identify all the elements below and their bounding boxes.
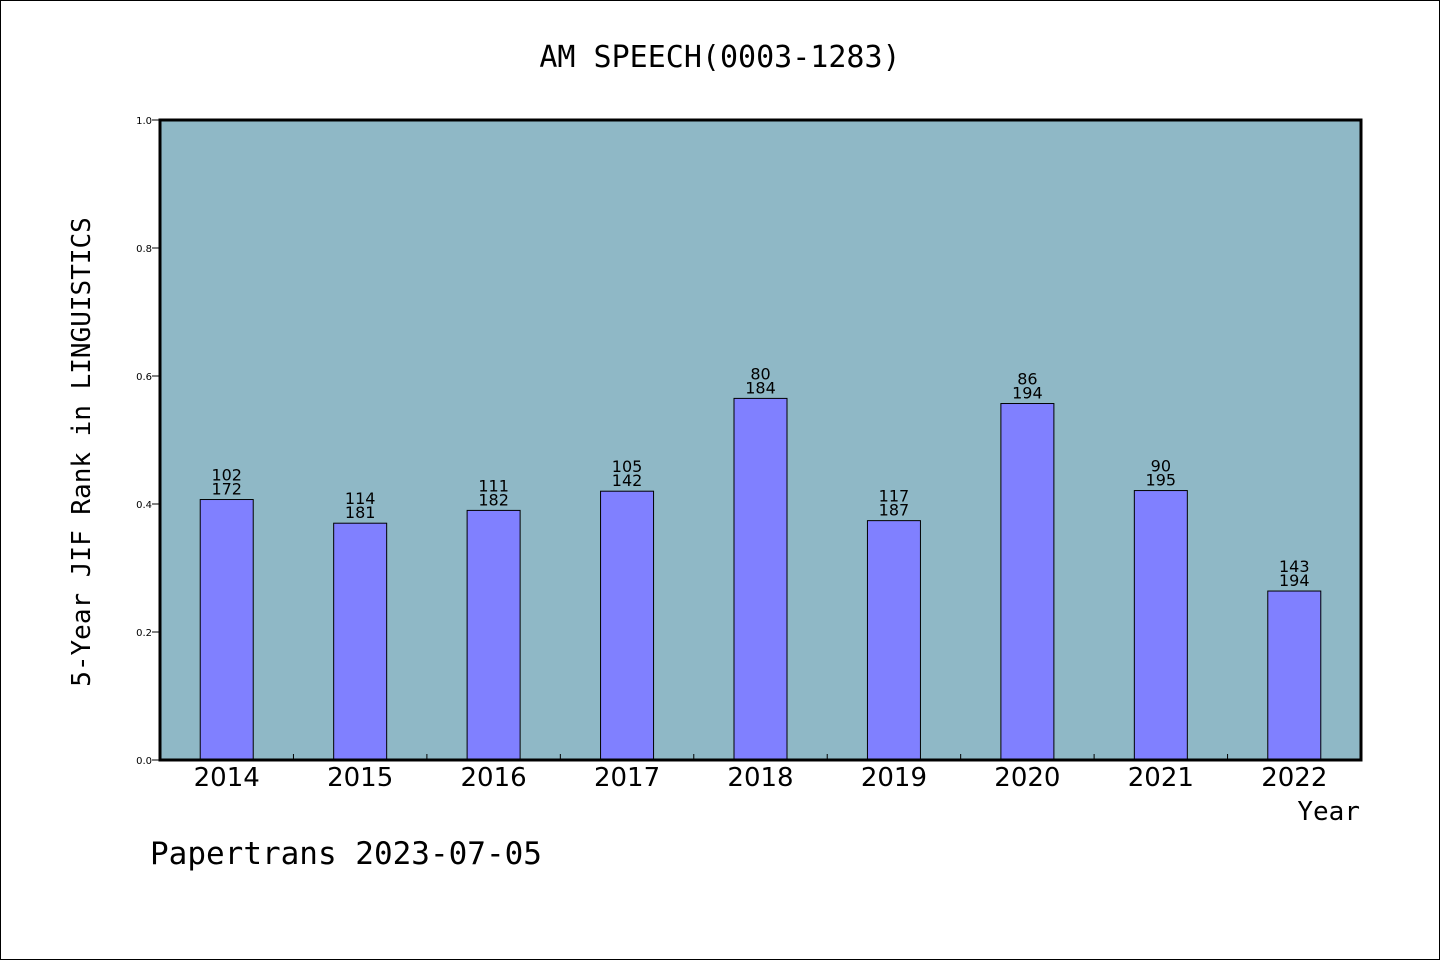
bar-total-label: 194 bbox=[1279, 571, 1310, 590]
bar-total-label: 142 bbox=[612, 471, 643, 490]
bar-rank-label: 102 bbox=[211, 466, 242, 485]
footer-caption: Papertrans 2023-07-05 bbox=[150, 836, 542, 872]
bars bbox=[199, 397, 1322, 761]
bar-total-label: 194 bbox=[1012, 384, 1043, 403]
y-axis-ticks: 0.0 0.2 0.4 0.6 0.8 1.0 bbox=[136, 116, 160, 767]
bar-total-label: 172 bbox=[211, 480, 242, 499]
bar-rank-label: 143 bbox=[1279, 557, 1310, 576]
x-tick-label: 2017 bbox=[594, 763, 660, 793]
x-tick-label: 2022 bbox=[1261, 763, 1327, 793]
bar-total-label: 181 bbox=[345, 503, 376, 522]
chart-title: AM SPEECH(0003-1283) bbox=[539, 40, 900, 75]
bar-rank-label: 117 bbox=[879, 487, 910, 506]
x-tick-label: 2015 bbox=[327, 763, 393, 793]
bar-rank-label: 105 bbox=[612, 457, 643, 476]
x-tick-label: 2018 bbox=[727, 763, 793, 793]
y-tick-label: 0.2 bbox=[136, 628, 152, 639]
bar-rank-label: 90 bbox=[1151, 457, 1171, 476]
bar-total-label: 187 bbox=[879, 501, 910, 520]
y-tick-label: 1.0 bbox=[136, 116, 152, 127]
bar-rank-label: 86 bbox=[1017, 370, 1037, 389]
bar-2022 bbox=[1267, 590, 1322, 761]
y-axis-label: 5-Year JIF Rank in LINGUISTICS bbox=[67, 217, 97, 687]
bar-rank-label: 114 bbox=[345, 489, 376, 508]
bar-total-label: 182 bbox=[478, 490, 509, 509]
x-tick-label: 2014 bbox=[194, 763, 260, 793]
bar-2017 bbox=[600, 490, 655, 761]
x-axis-label: Year bbox=[1297, 797, 1360, 827]
x-tick-label: 2016 bbox=[461, 763, 527, 793]
bar-2018 bbox=[733, 397, 788, 761]
plot-border bbox=[158, 118, 1363, 762]
bar-2020 bbox=[1000, 403, 1055, 761]
bar-total-label: 195 bbox=[1146, 471, 1177, 490]
y-tick-label: 0.0 bbox=[136, 756, 152, 767]
bar-labels: 1021721141811111821051428018411718786194… bbox=[211, 364, 1309, 590]
x-tick-label: 2020 bbox=[994, 763, 1060, 793]
bar-2014 bbox=[199, 499, 254, 761]
bar-2019 bbox=[866, 520, 921, 761]
y-tick-label: 0.8 bbox=[136, 244, 152, 255]
bar-rank-label: 80 bbox=[750, 364, 770, 383]
bar-2021 bbox=[1133, 490, 1188, 761]
bar-2015 bbox=[333, 522, 388, 761]
bar-rank-label: 111 bbox=[478, 476, 509, 495]
x-tick-label: 2019 bbox=[861, 763, 927, 793]
x-axis-ticks: 2014 2015 2016 2017 2018 2019 2020 2021 2022 bbox=[194, 754, 1327, 793]
x-tick-label: 2021 bbox=[1128, 763, 1194, 793]
y-tick-label: 0.4 bbox=[136, 500, 152, 511]
bar-2016 bbox=[466, 509, 521, 761]
bar-total-label: 184 bbox=[745, 378, 776, 397]
y-tick-label: 0.6 bbox=[136, 372, 152, 383]
